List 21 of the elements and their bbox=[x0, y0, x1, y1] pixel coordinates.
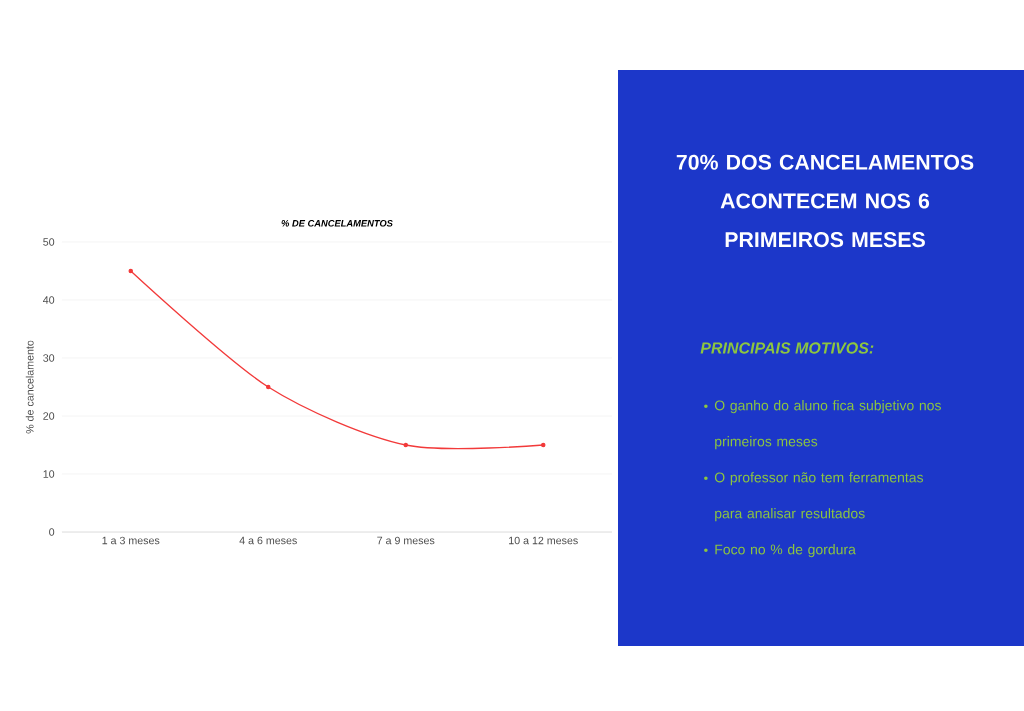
y-tick-label: 40 bbox=[43, 296, 55, 304]
point bbox=[540, 442, 546, 448]
text: Foco no % de gordura bbox=[715, 544, 856, 558]
text: O ganho do aluno fica subjetivo nos primeiros meses bbox=[714, 400, 941, 450]
x-tick-label: 4 a 6 meses bbox=[239, 536, 297, 545]
text: PRINCIPAIS MOTIVOS: bbox=[700, 342, 874, 354]
chart-title: % DE CANCELAMENTOS bbox=[281, 220, 393, 227]
y-axis-title: % de cancelamento bbox=[25, 340, 34, 434]
y-tick-label: 20 bbox=[43, 412, 55, 420]
y-tick-label: 50 bbox=[43, 238, 55, 246]
text: O professor não tem ferramentas para analisar resultados bbox=[714, 472, 924, 522]
text: 70% DOS CANCELAMENTOS ACONTECEM NOS 6 PRIMEIROS MESES bbox=[676, 154, 974, 248]
y-tick-label: 30 bbox=[43, 354, 55, 362]
x-tick-label: 10 a 12 meses bbox=[509, 536, 578, 545]
point bbox=[403, 442, 409, 448]
x-tick-label: 1 a 3 meses bbox=[102, 536, 160, 545]
point bbox=[265, 384, 271, 390]
y-tick-label: 0 bbox=[49, 528, 55, 536]
point bbox=[128, 268, 134, 274]
y-tick-label: 10 bbox=[43, 470, 55, 478]
x-tick-label: 7 a 9 meses bbox=[377, 536, 435, 545]
